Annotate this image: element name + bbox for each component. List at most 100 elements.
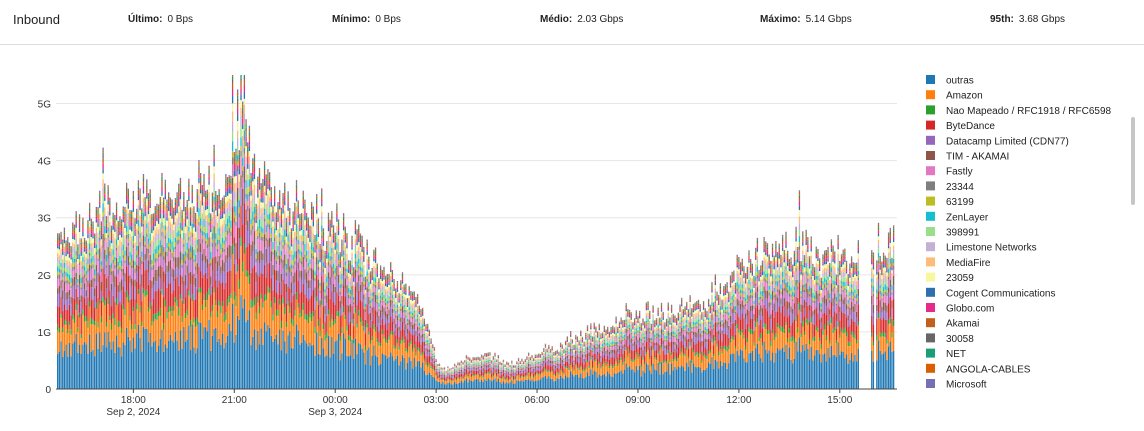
bar-segment[interactable]	[427, 338, 428, 340]
bar-segment[interactable]	[301, 316, 302, 342]
bar-segment[interactable]	[119, 292, 120, 301]
bar-segment[interactable]	[272, 211, 273, 213]
bar-segment[interactable]	[227, 299, 228, 306]
bar-segment[interactable]	[291, 233, 292, 234]
bar-segment[interactable]	[404, 288, 405, 289]
bar-segment[interactable]	[373, 254, 374, 256]
bar-segment[interactable]	[348, 340, 349, 356]
bar-segment[interactable]	[70, 297, 71, 304]
bar-segment[interactable]	[195, 248, 196, 255]
bar-segment[interactable]	[74, 230, 75, 233]
bar-segment[interactable]	[175, 212, 176, 215]
bar-segment[interactable]	[62, 263, 63, 268]
bar-segment[interactable]	[264, 161, 265, 163]
bar-segment[interactable]	[121, 226, 122, 230]
bar-segment[interactable]	[296, 269, 297, 292]
bar-segment[interactable]	[111, 271, 112, 274]
bar-segment[interactable]	[397, 295, 398, 298]
bar-segment[interactable]	[363, 262, 364, 265]
bar-segment[interactable]	[272, 265, 273, 275]
bar-segment[interactable]	[86, 278, 87, 282]
time-bar-stack[interactable]	[293, 212, 294, 390]
bar-segment[interactable]	[205, 197, 206, 199]
bar-segment[interactable]	[126, 328, 127, 389]
bar-segment[interactable]	[139, 205, 140, 210]
bar-segment[interactable]	[81, 334, 82, 338]
bar-segment[interactable]	[165, 263, 166, 273]
bar-segment[interactable]	[340, 292, 341, 295]
bar-segment[interactable]	[200, 243, 201, 252]
bar-segment[interactable]	[382, 281, 383, 284]
bar-segment[interactable]	[160, 291, 161, 308]
bar-segment[interactable]	[377, 312, 378, 317]
bar-segment[interactable]	[106, 230, 107, 233]
bar-segment[interactable]	[419, 323, 420, 326]
bar-segment[interactable]	[250, 300, 251, 308]
bar-segment[interactable]	[185, 318, 186, 342]
bar-segment[interactable]	[67, 247, 68, 250]
bar-segment[interactable]	[330, 237, 331, 241]
bar-segment[interactable]	[287, 207, 288, 211]
bar-segment[interactable]	[235, 226, 236, 243]
bar-segment[interactable]	[338, 334, 339, 389]
bar-segment[interactable]	[261, 186, 262, 188]
bar-segment[interactable]	[62, 328, 63, 332]
bar-segment[interactable]	[148, 239, 149, 244]
bar-segment[interactable]	[158, 316, 159, 345]
bar-segment[interactable]	[156, 218, 157, 221]
time-bar-stack[interactable]	[398, 293, 399, 389]
bar-segment[interactable]	[355, 261, 356, 263]
bar-segment[interactable]	[69, 322, 70, 325]
bar-segment[interactable]	[109, 228, 110, 234]
bar-segment[interactable]	[311, 279, 312, 295]
bar-segment[interactable]	[407, 299, 408, 300]
bar-segment[interactable]	[414, 297, 415, 299]
bar-segment[interactable]	[410, 297, 411, 299]
bar-segment[interactable]	[107, 205, 108, 212]
bar-segment[interactable]	[188, 260, 189, 273]
bar-segment[interactable]	[291, 348, 292, 389]
bar-segment[interactable]	[383, 267, 384, 268]
bar-segment[interactable]	[203, 232, 204, 235]
bar-segment[interactable]	[383, 284, 384, 287]
time-bar-stack[interactable]	[237, 89, 238, 389]
bar-segment[interactable]	[314, 275, 315, 278]
bar-segment[interactable]	[60, 259, 61, 263]
time-bar-stack[interactable]	[358, 224, 359, 389]
bar-segment[interactable]	[361, 237, 362, 239]
bar-segment[interactable]	[168, 206, 169, 211]
bar-segment[interactable]	[165, 239, 166, 251]
bar-segment[interactable]	[267, 214, 268, 219]
bar-segment[interactable]	[69, 244, 70, 245]
bar-segment[interactable]	[353, 343, 354, 358]
bar-segment[interactable]	[136, 265, 137, 272]
bar-segment[interactable]	[245, 125, 246, 128]
bar-segment[interactable]	[247, 153, 248, 157]
bar-segment[interactable]	[298, 262, 299, 269]
bar-segment[interactable]	[304, 236, 305, 243]
bar-segment[interactable]	[229, 228, 230, 233]
bar-segment[interactable]	[272, 213, 273, 217]
bar-segment[interactable]	[148, 244, 149, 249]
bar-segment[interactable]	[69, 305, 70, 322]
bar-segment[interactable]	[284, 307, 285, 314]
bar-segment[interactable]	[361, 275, 362, 277]
bar-segment[interactable]	[419, 318, 420, 320]
bar-segment[interactable]	[390, 262, 391, 263]
bar-segment[interactable]	[286, 233, 287, 237]
time-bar-stack[interactable]	[345, 227, 346, 389]
bar-segment[interactable]	[383, 287, 384, 291]
bar-segment[interactable]	[341, 257, 342, 261]
bar-segment[interactable]	[70, 246, 71, 247]
bar-segment[interactable]	[247, 211, 248, 221]
bar-segment[interactable]	[261, 237, 262, 240]
bar-segment[interactable]	[67, 260, 68, 265]
bar-segment[interactable]	[239, 165, 240, 169]
bar-segment[interactable]	[183, 254, 184, 263]
bar-segment[interactable]	[368, 276, 369, 279]
bar-segment[interactable]	[400, 322, 401, 330]
bar-segment[interactable]	[200, 218, 201, 225]
bar-segment[interactable]	[210, 312, 211, 317]
bar-segment[interactable]	[358, 310, 359, 316]
bar-segment[interactable]	[395, 314, 396, 316]
